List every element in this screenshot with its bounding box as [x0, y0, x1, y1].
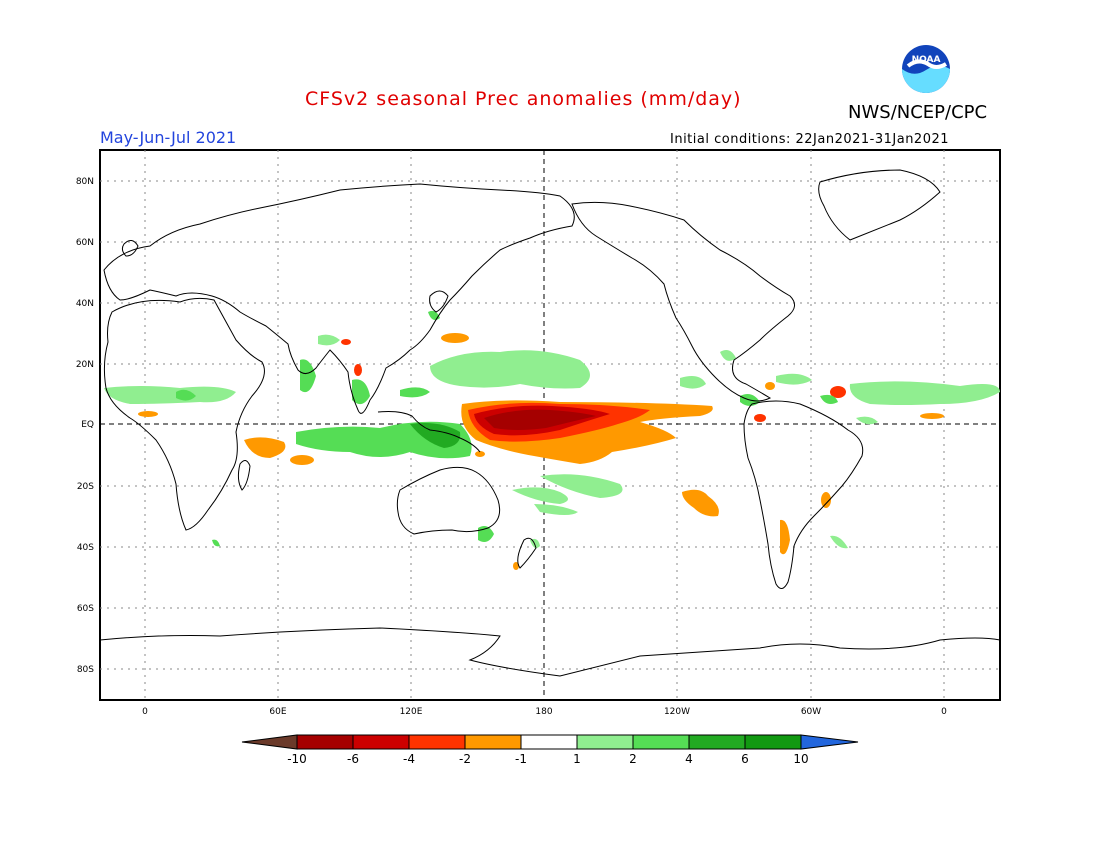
colorbar-label: -6 — [347, 752, 359, 766]
initial-conditions-label: Initial conditions: 22Jan2021-31Jan2021 — [670, 132, 950, 147]
coastline-nz — [517, 537, 537, 569]
coastline-antarctica — [99, 627, 1001, 677]
lon-label: 120E — [400, 707, 423, 717]
coastline-indonesia — [377, 411, 481, 453]
colorbar-label: -1 — [515, 752, 527, 766]
colorbar-label: 1 — [573, 752, 581, 766]
lat-label: 80S — [77, 665, 94, 675]
coastline-japan — [429, 290, 449, 313]
lat-label: 60N — [76, 238, 94, 248]
coastline-australia — [396, 466, 501, 535]
coastlines — [99, 169, 1001, 677]
noaa-logo-icon: NOAA — [902, 45, 950, 93]
lat-label: 80N — [76, 177, 94, 187]
colorbar-label: -2 — [459, 752, 471, 766]
colorbar-swatch — [576, 734, 634, 750]
colorbar-swatch — [408, 734, 466, 750]
season-label: May-Jun-Jul 2021 — [100, 128, 237, 147]
colorbar-swatch — [520, 734, 578, 750]
colorbar-swatch — [632, 734, 690, 750]
lat-label: 20S — [77, 482, 94, 492]
colorbar-swatch — [688, 734, 746, 750]
anomaly-green-western-pacific — [430, 350, 590, 389]
anomaly-orange-indian-ocean — [244, 437, 286, 458]
lat-label: 40S — [77, 543, 94, 553]
chart-title: CFSv2 seasonal Prec anomalies (mm/day) — [305, 88, 742, 110]
anomaly-darkred-pacific — [484, 409, 596, 430]
colorbar-low-arrow — [241, 734, 298, 750]
colorbar-high-arrow — [800, 734, 859, 750]
lat-labels: 80N 60N 40N 20N EQ 20S 40S 60S 80S — [76, 177, 94, 675]
colorbar-swatch — [352, 734, 410, 750]
lon-label: 120W — [664, 707, 690, 717]
colorbar-label: -4 — [403, 752, 415, 766]
agency-label: NWS/NCEP/CPC — [848, 102, 988, 123]
coastline-south-america — [743, 400, 864, 589]
lat-label: 20N — [76, 360, 94, 370]
lon-label: 60W — [801, 707, 821, 717]
colorbar-label: 4 — [685, 752, 693, 766]
colorbar-label: 10 — [793, 752, 809, 766]
coastline-uk — [121, 240, 139, 257]
lon-label: 0 — [142, 707, 148, 717]
lon-labels: 0 60E 120E 180 120W 60W 0 — [142, 707, 947, 717]
lat-label: 40N — [76, 299, 94, 309]
coastline-eurasia — [103, 183, 575, 414]
colorbar-swatch — [296, 734, 354, 750]
anomaly-field — [104, 310, 1000, 570]
lon-label: 180 — [535, 707, 552, 717]
colorbar-label: -10 — [287, 752, 307, 766]
coastline-greenland — [818, 169, 941, 241]
lat-label: EQ — [81, 420, 94, 430]
lon-label: 60E — [269, 707, 286, 717]
lon-label: 0 — [941, 707, 947, 717]
anomaly-green-tropical-atlantic-africa — [104, 386, 236, 404]
coastline-north-america — [571, 201, 795, 402]
colorbar — [241, 734, 859, 750]
colorbar-swatch — [744, 734, 802, 750]
colorbar-swatch — [464, 734, 522, 750]
coastline-africa — [103, 297, 265, 531]
lat-label: 60S — [77, 604, 94, 614]
colorbar-label: 6 — [741, 752, 749, 766]
coastline-madagascar — [237, 460, 251, 491]
anomaly-orange-south-pacific — [682, 489, 719, 517]
logo-text: NOAA — [912, 55, 941, 65]
colorbar-label: 2 — [629, 752, 637, 766]
